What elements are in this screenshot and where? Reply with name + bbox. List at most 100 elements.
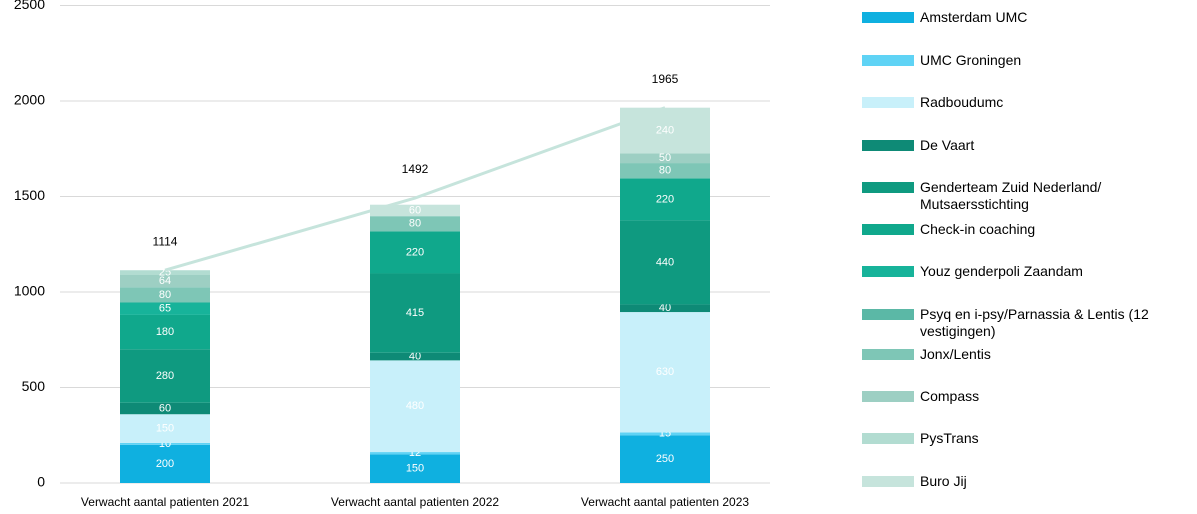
data-label: 280 <box>156 370 174 382</box>
legend-item: PysTrans <box>862 430 1197 447</box>
bar-segment <box>120 414 210 443</box>
total-label: 1492 <box>402 162 429 176</box>
y-tick-label: 0 <box>37 474 45 490</box>
legend-swatch <box>862 140 914 151</box>
bar-segment <box>120 287 210 303</box>
bar-segment <box>620 107 710 154</box>
legend-item: Jonx/Lentis <box>862 346 1197 363</box>
bar-segment <box>370 216 460 232</box>
bar-segment <box>370 452 460 455</box>
legend-item: Genderteam Zuid Nederland/ Mutsaersstich… <box>862 179 1197 213</box>
legend-item: UMC Groningen <box>862 52 1197 69</box>
bar-segment <box>370 454 460 483</box>
legend-item: Buro Jij <box>862 473 1197 490</box>
data-label: 80 <box>409 218 421 230</box>
legend-swatch <box>862 349 914 360</box>
legend-item: Compass <box>862 388 1197 405</box>
total-line <box>164 106 666 272</box>
data-label: 250 <box>656 453 674 465</box>
legend-label: PysTrans <box>920 430 979 446</box>
legend-item: Amsterdam UMC <box>862 9 1197 26</box>
bar-segment <box>120 349 210 403</box>
legend-item: Psyq en i-psy/Parnassia & Lentis (12 ves… <box>862 306 1197 340</box>
bar-segment <box>120 275 210 288</box>
legend-label: Buro Jij <box>920 473 967 489</box>
legend-label: Jonx/Lentis <box>920 346 991 362</box>
legend-label: Compass <box>920 388 980 404</box>
y-tick-label: 1500 <box>14 187 45 203</box>
bar-segment <box>370 360 460 453</box>
y-tick-label: 2500 <box>14 0 45 12</box>
bar-segment <box>620 435 710 483</box>
legend-swatch <box>862 97 914 108</box>
legend-item: De Vaart <box>862 137 1197 154</box>
data-label: 440 <box>656 256 674 268</box>
legend-label: Youz genderpoli Zaandam <box>920 263 1083 279</box>
legend-label: Check-in coaching <box>920 221 1036 237</box>
data-label: 150 <box>406 463 424 475</box>
total-label: 1114 <box>153 234 178 248</box>
legend-label: De Vaart <box>920 137 975 153</box>
legend-label: Genderteam Zuid Nederland/ Mutsaersstich… <box>920 179 1102 212</box>
data-label: 80 <box>659 165 671 177</box>
bar-segment <box>120 302 210 315</box>
data-label: 240 <box>656 125 674 137</box>
bar-segment <box>620 163 710 179</box>
x-tick-label: Verwacht aantal patienten 2023 <box>581 495 749 509</box>
legend-label: UMC Groningen <box>920 52 1022 68</box>
legend-item: Check-in coaching <box>862 221 1197 238</box>
bar-segment <box>120 314 210 350</box>
total-label: 1965 <box>652 72 679 86</box>
bar-segment <box>120 444 210 483</box>
data-label: 60 <box>409 204 421 216</box>
legend-swatch <box>862 12 914 23</box>
bar-segment <box>370 273 460 353</box>
bar-segment <box>370 352 460 361</box>
bar-segment <box>620 432 710 436</box>
data-label: 65 <box>159 303 171 315</box>
bar-segment <box>620 220 710 305</box>
bar-segment <box>620 178 710 221</box>
y-tick-label: 500 <box>22 378 46 394</box>
data-label: 60 <box>159 402 171 414</box>
bar-segment <box>370 231 460 274</box>
data-label: 50 <box>659 152 671 164</box>
data-label: 40 <box>409 350 421 362</box>
bar-segment <box>120 442 210 445</box>
legend-item: Youz genderpoli Zaandam <box>862 263 1197 280</box>
data-label: 180 <box>156 326 174 338</box>
x-tick-label: Verwacht aantal patienten 2021 <box>81 495 249 509</box>
legend-label: Psyq en i-psy/Parnassia & Lentis (12 ves… <box>920 306 1149 339</box>
legend-swatch <box>862 433 914 444</box>
legend-swatch <box>862 182 914 193</box>
data-label: 480 <box>406 400 424 412</box>
data-label: 220 <box>406 246 424 258</box>
data-label: 64 <box>159 275 171 287</box>
legend-swatch <box>862 309 914 320</box>
data-label: 150 <box>156 422 174 434</box>
bar-segment <box>620 312 710 433</box>
legend-item: Radboudumc <box>862 94 1197 111</box>
legend-swatch <box>862 476 914 487</box>
bar-segment <box>120 270 210 276</box>
y-tick-label: 2000 <box>14 92 45 108</box>
data-label: 40 <box>659 302 671 314</box>
legend-swatch <box>862 55 914 66</box>
data-label: 80 <box>159 289 171 301</box>
legend-swatch <box>862 266 914 277</box>
legend-swatch <box>862 224 914 235</box>
bar-segment <box>370 204 460 217</box>
data-label: 415 <box>406 307 424 319</box>
x-tick-label: Verwacht aantal patienten 2022 <box>331 495 499 509</box>
bar-segment <box>620 153 710 164</box>
legend-label: Radboudumc <box>920 94 1004 110</box>
data-label: 220 <box>656 193 674 205</box>
legend-label: Amsterdam UMC <box>920 9 1028 25</box>
bar-segment <box>620 304 710 313</box>
bar-segment <box>120 402 210 415</box>
legend-swatch <box>862 391 914 402</box>
y-tick-label: 1000 <box>14 283 45 299</box>
data-label: 630 <box>656 366 674 378</box>
